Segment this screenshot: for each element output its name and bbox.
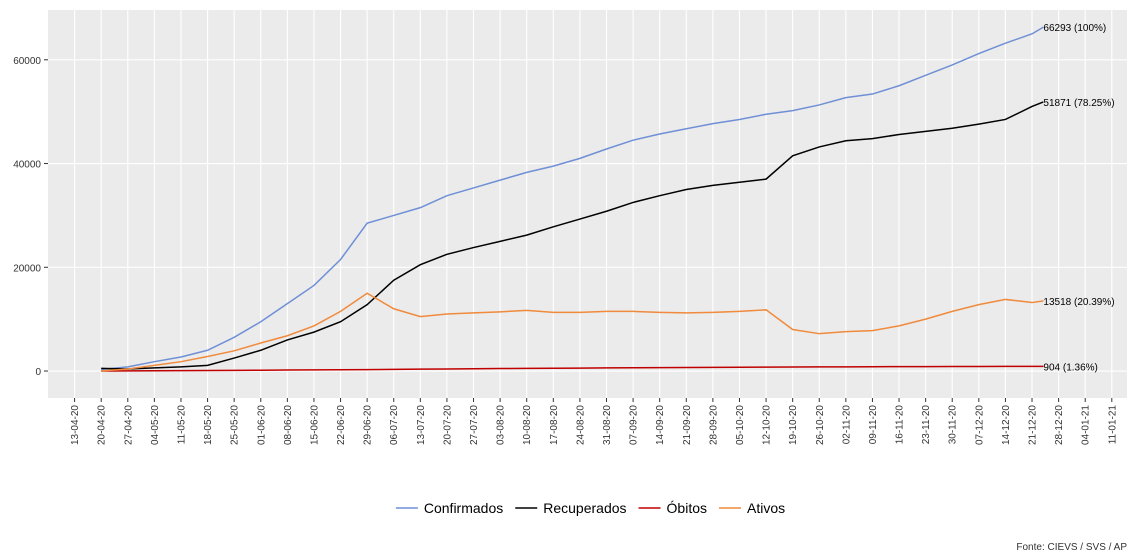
legend-label: Recuperados <box>543 500 626 516</box>
x-tick-label: 07-12-20 <box>974 405 985 445</box>
end-label: 13518 (20.39%) <box>1043 297 1114 308</box>
series-line <box>101 26 1044 371</box>
x-tick-label: 07-09-20 <box>629 405 640 445</box>
x-tick-label: 28-09-20 <box>708 405 719 445</box>
x-tick-label: 31-08-20 <box>602 405 613 445</box>
x-tick-label: 08-06-20 <box>283 405 294 445</box>
legend-label: Óbitos <box>667 500 707 516</box>
x-tick-label: 13-04-20 <box>70 405 81 445</box>
y-tick-label: 60000 <box>13 56 41 67</box>
end-label: 51871 (78.25%) <box>1043 98 1114 109</box>
x-tick-label: 14-09-20 <box>655 405 666 445</box>
series-line <box>101 292 1044 372</box>
x-tick-label: 14-12-20 <box>1001 405 1012 445</box>
x-tick-label: 24-08-20 <box>575 405 586 445</box>
x-tick-label: 01-06-20 <box>256 405 267 445</box>
series-line <box>101 101 1044 370</box>
x-tick-label: 21-09-20 <box>682 405 693 445</box>
x-tick-label: 04-01-21 <box>1081 405 1092 445</box>
x-tick-label: 20-04-20 <box>97 405 108 445</box>
x-tick-label: 27-04-20 <box>123 405 134 445</box>
x-tick-label: 21-12-20 <box>1028 405 1039 445</box>
x-tick-label: 11-01-21 <box>1107 405 1118 445</box>
x-tick-label: 02-11-20 <box>841 405 852 445</box>
x-tick-label: 23-11-20 <box>921 405 932 445</box>
x-tick-label: 04-05-20 <box>150 405 161 445</box>
y-tick-label: 40000 <box>13 160 41 171</box>
legend: Confirmados Recuperados Óbitos Ativos <box>395 500 785 516</box>
panel <box>48 10 1127 398</box>
end-label: 66293 (100%) <box>1043 23 1106 34</box>
x-tick-label: 15-06-20 <box>309 405 320 445</box>
caption: Fonte: CIEVS / SVS / AP <box>1016 542 1127 553</box>
x-tick-label: 28-12-20 <box>1054 405 1065 445</box>
x-tick-label: 26-10-20 <box>815 405 826 445</box>
x-tick-label: 18-05-20 <box>203 405 214 445</box>
legend-label: Ativos <box>747 500 785 516</box>
x-tick-label: 17-08-20 <box>549 405 560 445</box>
end-label: 904 (1.36%) <box>1043 362 1097 373</box>
x-tick-label: 19-10-20 <box>788 405 799 445</box>
series-line <box>101 365 1044 372</box>
x-tick-label: 27-07-20 <box>469 405 480 445</box>
x-tick-label: 12-10-20 <box>762 405 773 445</box>
x-tick-label: 10-08-20 <box>522 405 533 445</box>
x-tick-label: 20-07-20 <box>442 405 453 445</box>
x-tick-label: 03-08-20 <box>496 405 507 445</box>
x-tick-label: 16-11-20 <box>895 405 906 445</box>
x-tick-label: 29-06-20 <box>363 405 374 445</box>
legend-label: Confirmados <box>424 500 503 516</box>
x-tick-label: 06-07-20 <box>389 405 400 445</box>
x-tick-label: 05-10-20 <box>735 405 746 445</box>
x-tick-label: 25-05-20 <box>230 405 241 445</box>
y-tick-label: 0 <box>35 367 41 378</box>
x-tick-label: 22-06-20 <box>336 405 347 445</box>
x-tick-label: 30-11-20 <box>948 405 959 445</box>
x-tick-label: 09-11-20 <box>868 405 879 445</box>
x-tick-label: 11-05-20 <box>176 405 187 445</box>
x-tick-label: 13-07-20 <box>416 405 427 445</box>
y-tick-label: 20000 <box>13 263 41 274</box>
